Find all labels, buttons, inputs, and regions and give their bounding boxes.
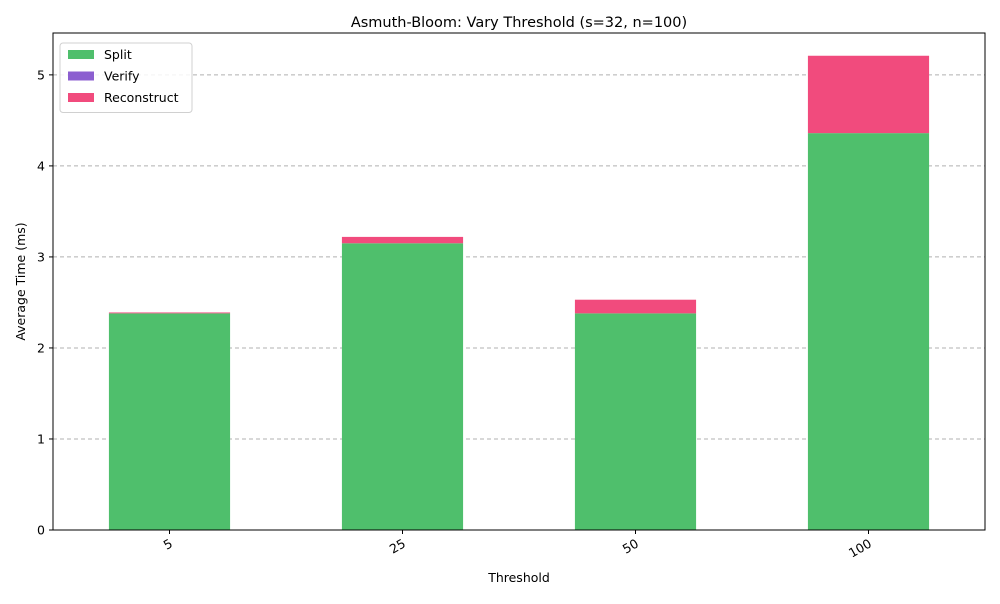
legend: Split Verify Reconstruct bbox=[59, 42, 193, 113]
bar-split-25 bbox=[341, 243, 464, 530]
chart-title: Asmuth-Bloom: Vary Threshold (s=32, n=10… bbox=[351, 15, 687, 31]
bar-reconstruct-100 bbox=[807, 55, 930, 134]
y-tick-label: 4 bbox=[37, 158, 45, 173]
y-axis-ticks: 0 1 2 3 4 5 bbox=[37, 67, 53, 538]
y-tick-label: 1 bbox=[37, 431, 45, 446]
bar-reconstruct-25 bbox=[341, 236, 464, 244]
x-tick-label: 50 bbox=[620, 536, 641, 557]
y-tick-label: 2 bbox=[37, 340, 45, 355]
x-axis-label: Threshold bbox=[487, 570, 550, 585]
bar-split-100 bbox=[807, 133, 930, 530]
plot-frame bbox=[52, 32, 986, 531]
x-tick-label: 100 bbox=[846, 536, 874, 561]
y-tick-label: 5 bbox=[37, 67, 45, 82]
bar-reconstruct-5 bbox=[108, 312, 231, 314]
bar-reconstruct-50 bbox=[574, 299, 697, 314]
y-tick-label: 3 bbox=[37, 249, 45, 264]
legend-label-reconstruct: Reconstruct bbox=[104, 90, 179, 105]
legend-swatch-reconstruct bbox=[68, 93, 94, 102]
bars bbox=[108, 55, 930, 530]
legend-label-verify: Verify bbox=[104, 69, 140, 84]
x-axis-ticks: 5 25 50 100 bbox=[161, 530, 874, 561]
legend-swatch-verify bbox=[68, 71, 94, 81]
x-tick-label: 5 bbox=[161, 536, 175, 553]
legend-label-split: Split bbox=[104, 47, 132, 62]
bar-split-50 bbox=[574, 313, 697, 530]
bar-split-5 bbox=[108, 313, 231, 530]
x-tick-label: 25 bbox=[387, 536, 408, 557]
y-tick-label: 0 bbox=[37, 523, 45, 538]
legend-swatch-split bbox=[68, 50, 94, 59]
y-axis-label: Average Time (ms) bbox=[13, 222, 28, 340]
